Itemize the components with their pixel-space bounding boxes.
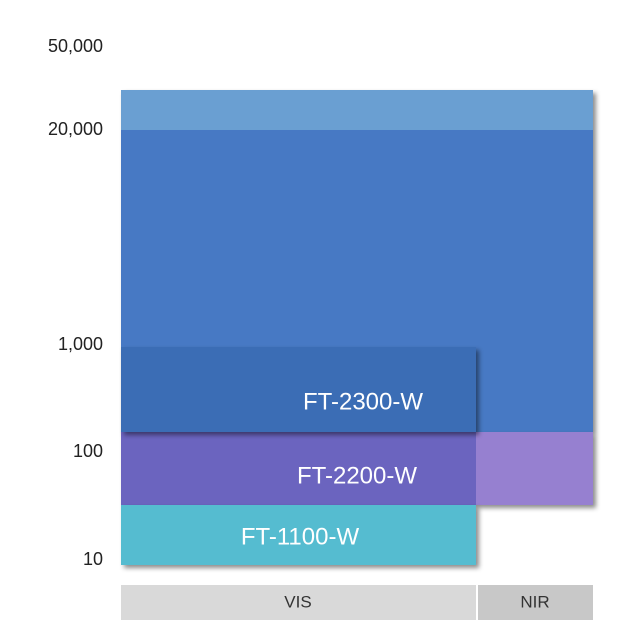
y-axis: 50,000 20,000 1,000 100 10: [48, 36, 103, 569]
block-vis: [121, 347, 476, 432]
band-label: NIR: [520, 592, 549, 611]
block-main: [121, 505, 476, 565]
band-label: VIS: [284, 592, 311, 611]
y-tick-label: 10: [83, 549, 103, 569]
x-axis: VIS NIR: [121, 585, 593, 620]
band-vis: [121, 585, 476, 620]
y-tick-label: 100: [73, 441, 103, 461]
block-top: [121, 90, 593, 130]
overlap: [121, 347, 476, 432]
product-label: FT-1100-W: [241, 523, 360, 550]
band-nir: [478, 585, 593, 620]
block-vis: [121, 432, 476, 505]
product-label: FT-2200-W: [297, 462, 417, 489]
ft-1100-w-block: [121, 505, 476, 565]
y-tick-label: 50,000: [48, 36, 103, 56]
y-tick-label: 20,000: [48, 119, 103, 139]
y-tick-label: 1,000: [58, 334, 103, 354]
ft-2200-w-block: [121, 432, 593, 505]
product-label: FT-2300-W: [303, 388, 423, 415]
